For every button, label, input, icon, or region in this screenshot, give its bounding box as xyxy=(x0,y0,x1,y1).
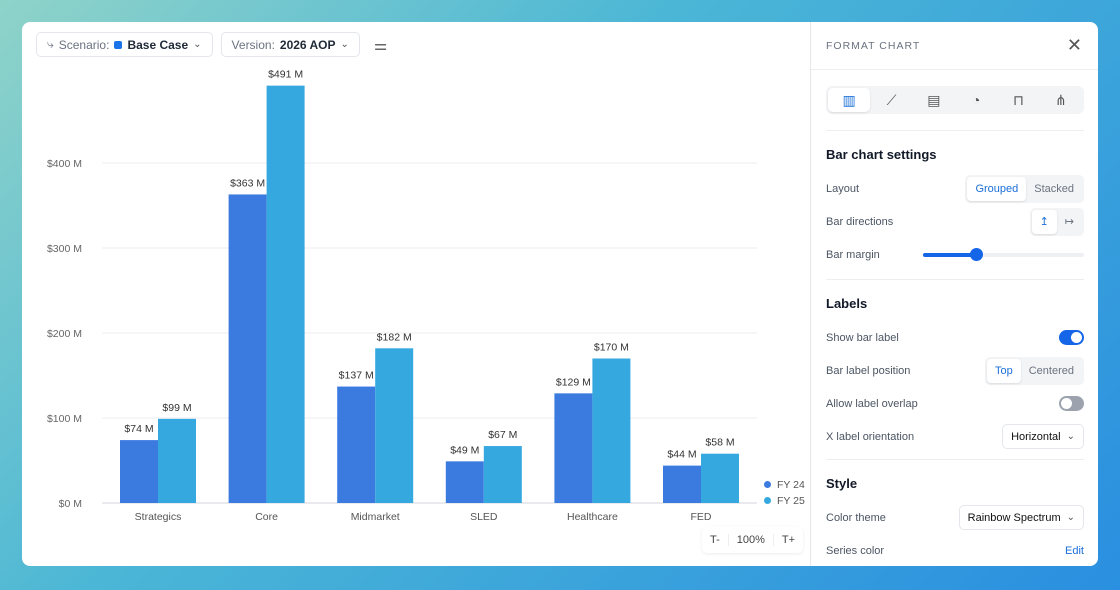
bar-margin-label: Bar margin xyxy=(826,248,880,261)
bar-data-label: $74 M xyxy=(124,423,153,435)
x-tick-label: Healthcare xyxy=(567,511,618,523)
layout-label: Layout xyxy=(826,182,860,195)
bar xyxy=(158,418,196,503)
tree-chart-type-icon[interactable]: ⋔ xyxy=(1054,92,1067,108)
bar-data-label: $44 M xyxy=(667,449,696,461)
filter-sliders-icon[interactable]: ⚌ xyxy=(373,36,388,54)
y-tick-label: $0 M xyxy=(59,498,82,510)
chevron-down-icon: ⌄ xyxy=(1066,512,1075,523)
x-tick-label: Core xyxy=(255,511,278,523)
combo-chart-type-icon[interactable]: ▤ xyxy=(927,92,941,108)
bar xyxy=(445,461,484,503)
labels-heading: Labels xyxy=(826,296,868,311)
x-tick-label: Midmarket xyxy=(351,511,400,523)
line-chart-type-icon[interactable]: ⟋ xyxy=(886,92,897,108)
close-icon[interactable]: ✕ xyxy=(1066,35,1082,55)
bar xyxy=(663,465,701,503)
layout-stacked[interactable]: Stacked xyxy=(1034,182,1074,195)
position-centered[interactable]: Centered xyxy=(1028,364,1074,377)
chevron-down-icon: ⌄ xyxy=(1066,431,1075,442)
color-theme-dropdown[interactable]: Rainbow Spectrum ⌄ xyxy=(958,505,1084,530)
bar-data-label: $129 M xyxy=(556,376,591,388)
style-heading: Style xyxy=(826,476,858,491)
bar-chart-type-icon[interactable]: ▥ xyxy=(828,88,871,112)
bar-settings-heading: Bar chart settings xyxy=(826,147,937,162)
bar-data-label: $363 M xyxy=(230,177,265,189)
position-top[interactable]: Top xyxy=(986,358,1021,383)
horizontal-direction-icon[interactable]: ↦ xyxy=(1064,215,1074,228)
y-tick-label: $200 M xyxy=(47,328,82,340)
orientation-dropdown[interactable]: Horizontal ⌄ xyxy=(1002,424,1084,449)
bar-data-label: $170 M xyxy=(594,342,629,354)
waterfall-chart-type-icon[interactable]: ⊓ xyxy=(1013,92,1024,108)
x-tick-label: Strategics xyxy=(135,511,182,523)
text-increase-button[interactable]: T+ xyxy=(781,534,796,546)
x-tick-label: SLED xyxy=(470,511,498,523)
pie-chart-type-icon[interactable]: ◔ xyxy=(971,92,981,108)
bar-data-label: $67 M xyxy=(488,429,517,441)
orientation-value: Horizontal xyxy=(1011,430,1061,443)
chart-card: $0 M $100 M $200 M $300 M $400 M Strategics $7… xyxy=(22,22,1098,566)
chevron-down-icon: ⌄ xyxy=(193,39,202,50)
bar xyxy=(120,440,158,503)
x-label-orientation-label: X label orientation xyxy=(826,430,915,443)
bar xyxy=(228,194,267,503)
bar xyxy=(483,446,522,503)
edit-series-color-link[interactable]: Edit xyxy=(1065,544,1084,557)
chart-type-selector: ▥ ⟋ ▤ ◔ ⊓ ⋔ xyxy=(826,86,1084,114)
series-color-label: Series color xyxy=(826,544,885,557)
scenario-label: Scenario: xyxy=(58,37,110,52)
legend-item-fy25[interactable]: FY 25 xyxy=(764,493,805,509)
bar xyxy=(592,358,631,503)
layout-grouped[interactable]: Grouped xyxy=(967,176,1027,201)
legend-label: FY 24 xyxy=(777,479,805,491)
bar xyxy=(266,85,305,504)
allow-overlap-label: Allow label overlap xyxy=(826,397,918,410)
scenario-dropdown[interactable]: ⤷ Scenario: Base Case ⌄ xyxy=(36,32,213,57)
legend-item-fy24[interactable]: FY 24 xyxy=(764,477,805,493)
version-dropdown[interactable]: Version: 2026 AOP ⌄ xyxy=(220,32,360,57)
bar xyxy=(337,386,376,503)
color-theme-label: Color theme xyxy=(826,511,886,524)
bar-margin-slider[interactable] xyxy=(923,247,1084,261)
bar-data-label: $99 M xyxy=(162,402,191,414)
bar-data-label: $491 M xyxy=(268,69,303,81)
bar-chart: $0 M $100 M $200 M $300 M $400 M Strategics $7… xyxy=(47,69,757,523)
show-bar-label-label: Show bar label xyxy=(826,331,899,344)
text-zoom-control: T- 100% T+ xyxy=(702,527,804,553)
scenario-color-swatch xyxy=(114,40,123,49)
x-tick-label: FED xyxy=(691,511,712,523)
bar xyxy=(554,393,593,503)
color-theme-value: Rainbow Spectrum xyxy=(967,511,1061,524)
bar-directions-label: Bar directions xyxy=(826,215,894,228)
bar xyxy=(375,348,414,503)
version-label: Version: xyxy=(231,37,275,52)
y-tick-label: $400 M xyxy=(47,158,82,170)
scenario-icon: ⤷ xyxy=(47,37,54,51)
zoom-level: 100% xyxy=(729,534,774,546)
text-decrease-button[interactable]: T- xyxy=(702,534,729,546)
bar-label-position-label: Bar label position xyxy=(826,364,911,377)
scenario-value: Base Case xyxy=(127,37,189,52)
vertical-direction-icon[interactable]: ↥ xyxy=(1031,209,1057,234)
y-tick-label: $100 M xyxy=(47,413,82,425)
bar-data-label: $49 M xyxy=(450,444,479,456)
version-value: 2026 AOP xyxy=(279,37,336,52)
toolbar: ⤷ Scenario: Base Case ⌄ Version: 2026 AO… xyxy=(36,32,387,57)
bar xyxy=(701,453,739,503)
panel-title: FORMAT CHART xyxy=(826,39,921,52)
legend-label: FY 25 xyxy=(777,495,805,507)
format-chart-panel: FORMAT CHART ✕ ▥ ⟋ ▤ ◔ ⊓ ⋔ Bar chart sett… xyxy=(810,22,1098,566)
allow-overlap-toggle[interactable] xyxy=(1059,396,1084,411)
show-bar-label-toggle[interactable] xyxy=(1059,330,1084,345)
chart-legend: FY 24 FY 25 xyxy=(764,477,805,509)
bar-data-label: $58 M xyxy=(705,437,734,449)
bar-data-label: $182 M xyxy=(377,331,412,343)
y-tick-label: $300 M xyxy=(47,243,82,255)
chevron-down-icon: ⌄ xyxy=(340,39,349,50)
bar-data-label: $137 M xyxy=(339,370,374,382)
